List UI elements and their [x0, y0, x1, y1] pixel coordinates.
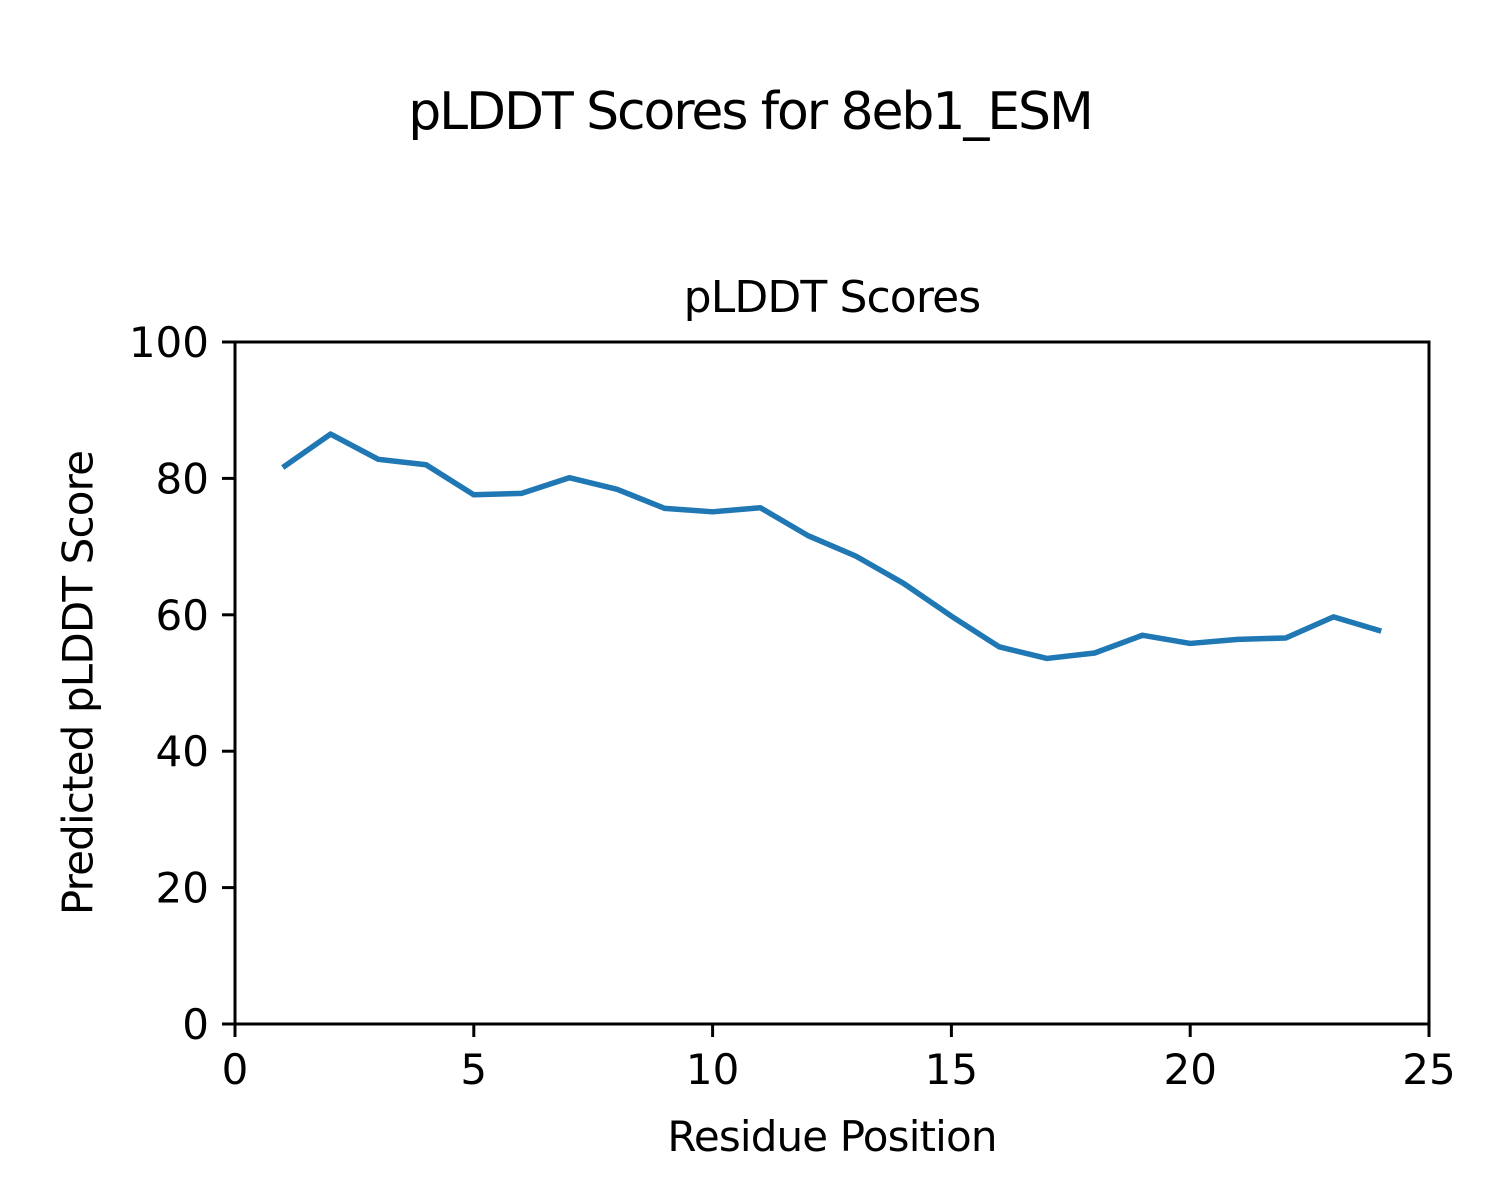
y-tick-label: 40 [156, 727, 209, 776]
axes-title: pLDDT Scores [683, 272, 982, 323]
x-tick-label: 20 [1163, 1045, 1216, 1094]
x-tick-label: 0 [222, 1045, 249, 1094]
x-tick-label: 25 [1402, 1045, 1455, 1094]
y-axis-label: Predicted pLDDT Score [53, 450, 103, 916]
y-tick-label: 100 [129, 318, 209, 367]
y-tick-label: 0 [182, 1000, 209, 1049]
x-tick-label: 10 [686, 1045, 739, 1094]
plot-spines [233, 340, 1431, 1026]
plddt-score-line [281, 431, 1383, 662]
figure-title: pLDDT Scores for 8eb1_ESM [408, 82, 1094, 142]
y-tick-label: 20 [156, 864, 209, 913]
x-tick-label: 5 [460, 1045, 487, 1094]
y-tick-label: 80 [156, 454, 209, 503]
x-tick-label: 15 [925, 1045, 978, 1094]
y-tick-label: 60 [156, 591, 209, 640]
x-axis-label: Residue Position [667, 1112, 997, 1161]
